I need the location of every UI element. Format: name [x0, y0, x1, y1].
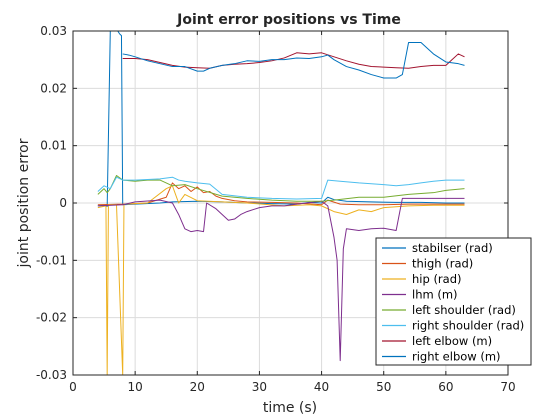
legend-label-8: right elbow (m) [412, 350, 501, 364]
series-line-8 [123, 42, 465, 78]
y-tick-label: -0.02 [36, 311, 67, 325]
legend-label-2: thigh (rad) [412, 257, 473, 271]
y-tick-label: 0.02 [40, 81, 67, 95]
legend: stabilser (rad) thigh (rad)hip (rad) lhm (… [376, 238, 531, 365]
x-tick-label: 20 [190, 380, 205, 394]
x-tick-label: 40 [314, 380, 329, 394]
x-tick-label: 70 [500, 380, 515, 394]
y-tick-label: 0 [59, 196, 67, 210]
legend-label-1: stabilser (rad) [412, 241, 493, 255]
y-tick-label: 0.03 [40, 24, 67, 38]
chart-title: Joint error positions vs Time [176, 12, 401, 28]
y-tick-label: -0.03 [36, 368, 67, 382]
y-tick-label: 0.01 [40, 139, 67, 153]
x-tick-label: 50 [376, 380, 391, 394]
legend-label-5: left shoulder (rad) [412, 303, 516, 317]
y-tick-label: -0.01 [36, 253, 67, 267]
legend-label-4: lhm (m) [412, 288, 458, 302]
x-tick-label: 60 [438, 380, 453, 394]
series-line-2 [98, 183, 465, 205]
legend-label-3: hip (rad) [412, 272, 462, 286]
x-tick-label: 30 [252, 380, 267, 394]
x-tick-label: 0 [69, 380, 77, 394]
series-line-7 [123, 53, 465, 68]
legend-label-7: left elbow (m) [412, 334, 492, 348]
legend-label-6: right shoulder (rad) [412, 319, 524, 333]
y-axis-label: joint position error [16, 138, 32, 268]
x-tick-label: 10 [128, 380, 143, 394]
x-axis-label: time (s) [263, 400, 317, 416]
